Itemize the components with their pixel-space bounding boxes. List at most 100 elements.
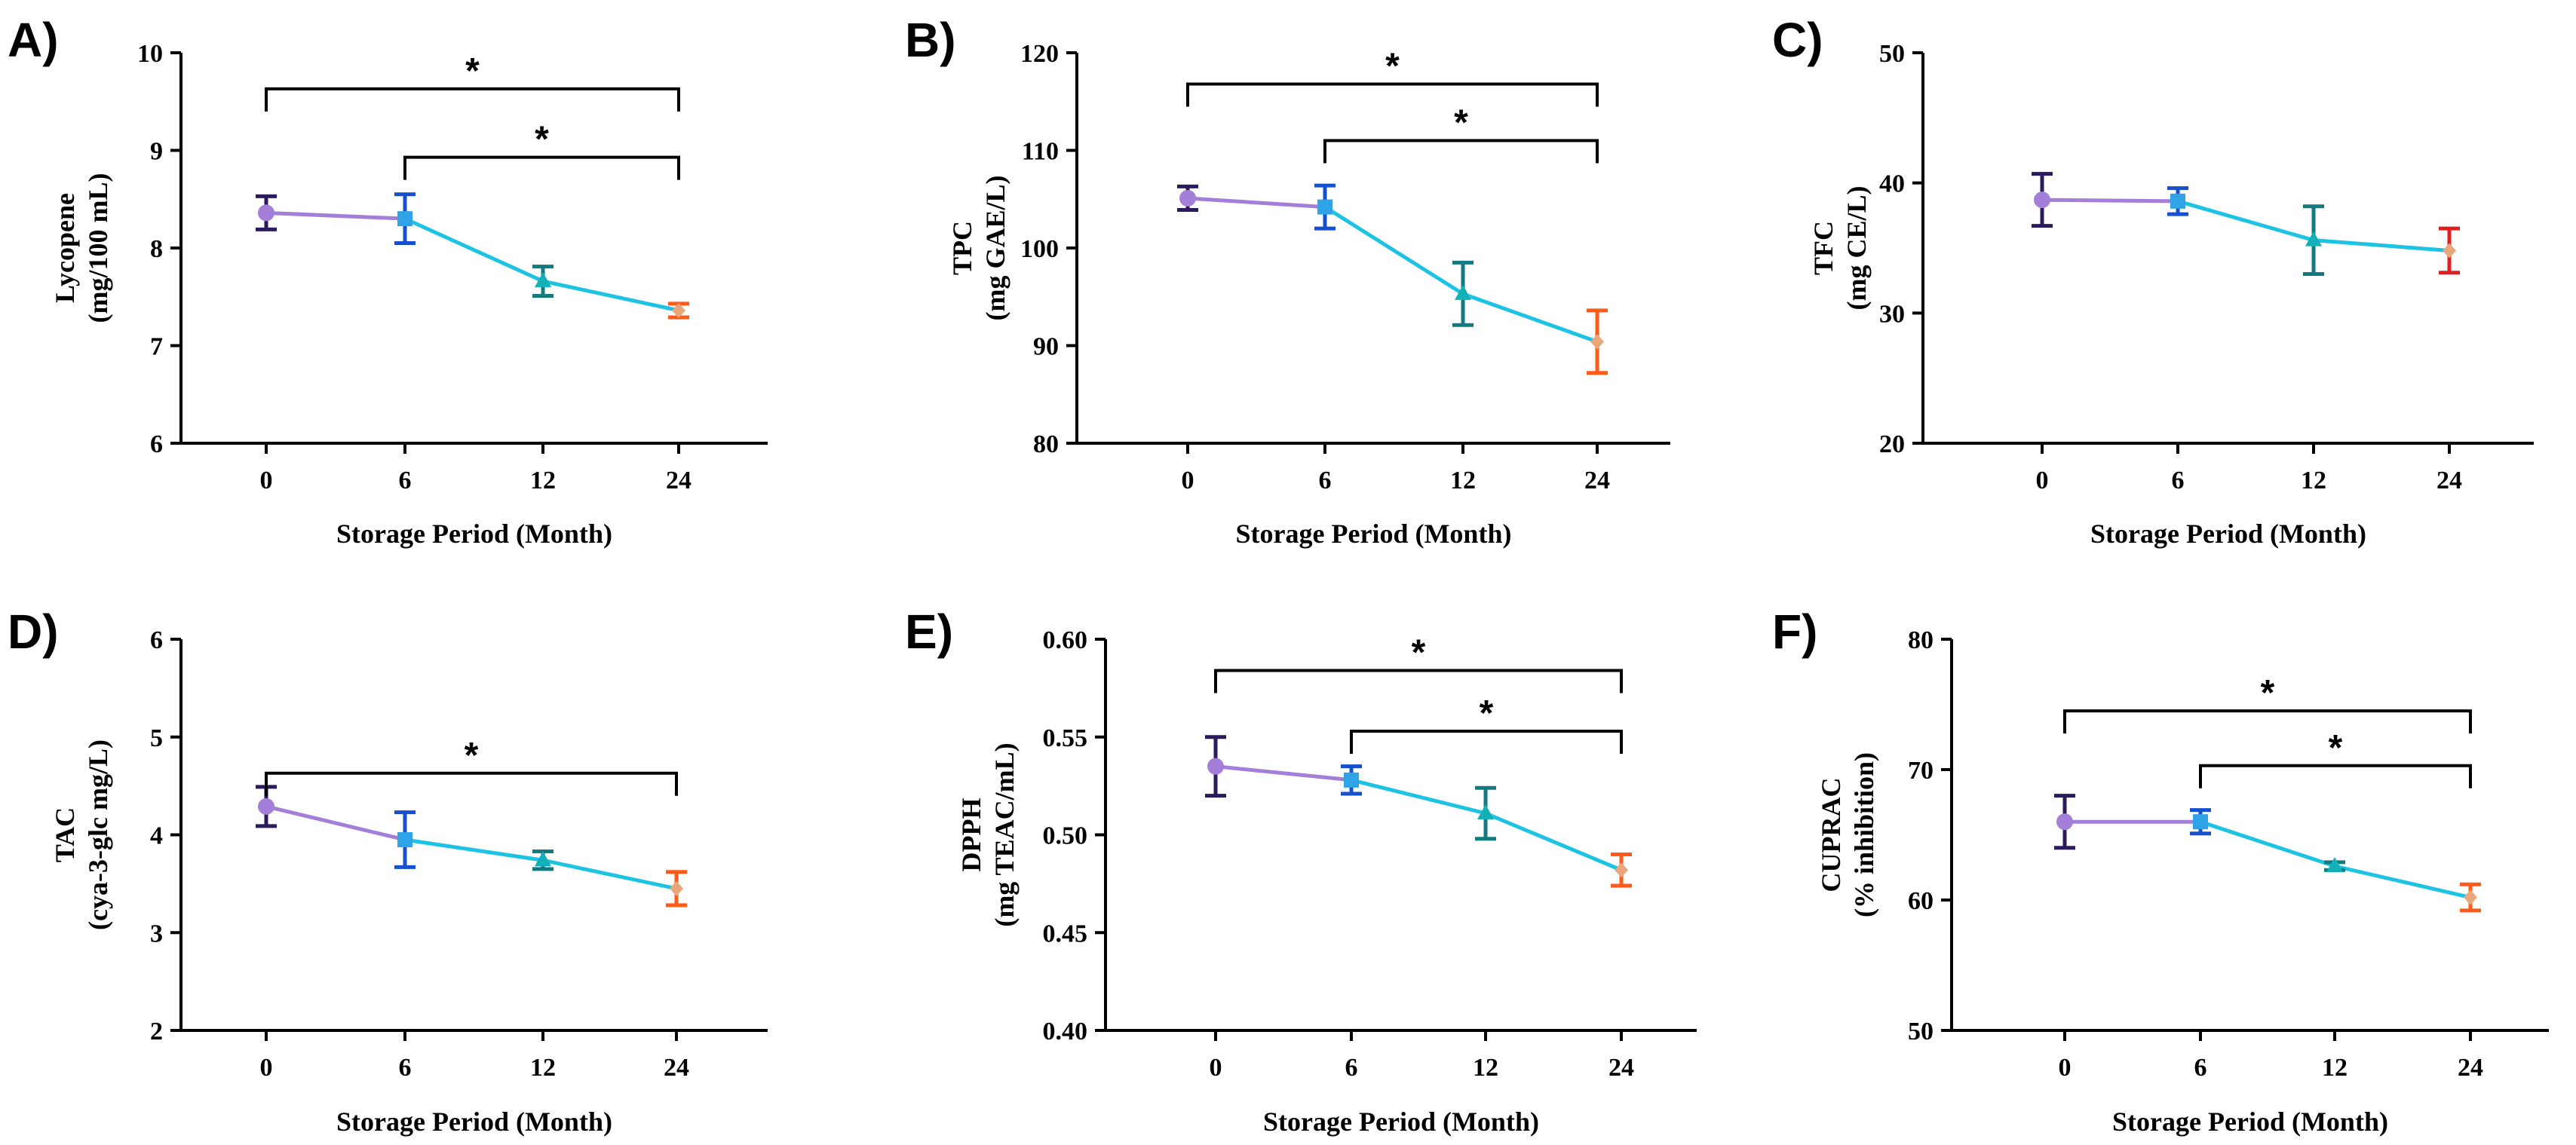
significance-bracket — [1214, 669, 1623, 693]
panel-label: D) — [8, 605, 59, 659]
data-point-marker — [258, 798, 274, 815]
y-tick-label: 7 — [150, 333, 163, 361]
data-point-marker — [2305, 231, 2322, 246]
chart-panel-f: F) 50 60 70 80 0 6 12 24 Storage Period (Month) CU… — [1772, 605, 2549, 1137]
y-axis-title-line: TPC — [947, 221, 977, 275]
x-axis-title: Storage Period (Month) — [336, 1107, 612, 1137]
data-point-marker — [1477, 804, 1494, 819]
chart-panel-b: B) 80 90 100 110 120 0 6 12 24 Storage Period (Mon… — [905, 13, 1670, 549]
significance-star: * — [2329, 728, 2343, 768]
y-tick-label: 8 — [150, 235, 163, 263]
y-tick-label: 6 — [150, 626, 163, 654]
y-axis-title-line: (cya-3-glc mg/L) — [83, 739, 113, 930]
y-tick-label: 30 — [1879, 300, 1905, 328]
panel-label: F) — [1772, 605, 1817, 659]
y-tick-label: 3 — [150, 920, 163, 948]
chart-panel-e: E) 0.40 0.45 0.50 0.55 0.60 0 6 12 24 Storage Peri… — [905, 605, 1697, 1137]
x-tick-label: 24 — [1608, 1054, 1634, 1082]
y-axis-title-line: (% inhibition) — [1849, 752, 1879, 917]
x-axis-title: Storage Period (Month) — [2090, 519, 2366, 549]
y-tick-label: 110 — [1022, 138, 1059, 166]
y-tick-label: 90 — [1033, 333, 1059, 361]
data-point-marker — [1207, 758, 1224, 775]
x-tick-label: 0 — [1210, 1054, 1222, 1082]
x-tick-label: 12 — [2322, 1054, 2348, 1082]
x-tick-label: 0 — [2059, 1054, 2072, 1082]
significance-star: * — [465, 736, 479, 776]
x-tick-label: 6 — [2194, 1054, 2207, 1082]
data-point-marker — [2443, 243, 2456, 259]
significance-bracket — [2063, 709, 2472, 734]
x-tick-label: 6 — [1319, 467, 1332, 494]
y-axis-title-line: (mg GAE/L) — [980, 176, 1010, 321]
panel-label: E) — [905, 605, 953, 659]
y-tick-label: 6 — [150, 430, 163, 458]
y-axis-title-line: Lycopene — [50, 193, 80, 303]
data-point-marker — [672, 302, 685, 318]
significance-bracket — [1350, 729, 1623, 754]
y-tick-label: 80 — [1033, 430, 1059, 458]
series-line-segment — [1187, 196, 1326, 210]
data-point-marker — [258, 204, 274, 222]
series-line-segment — [265, 804, 406, 842]
y-axis-title-line: (mg/100 mL) — [83, 173, 113, 323]
y-tick-label: 120 — [1020, 40, 1059, 68]
y-tick-label: 4 — [150, 822, 163, 850]
data-point-marker — [397, 211, 412, 227]
series-line-segment — [1215, 764, 1352, 782]
significance-star: * — [1480, 693, 1494, 733]
x-tick-label: 12 — [2301, 467, 2326, 494]
significance-bracket — [265, 771, 678, 796]
significance-bracket — [403, 155, 680, 180]
y-tick-label: 0.50 — [1043, 822, 1088, 850]
significance-bracket — [1186, 82, 1599, 107]
y-tick-label: 50 — [1908, 1018, 1934, 1046]
x-tick-label: 24 — [664, 1054, 689, 1082]
data-point-marker — [535, 272, 551, 288]
panel-label: B) — [905, 13, 956, 67]
x-tick-label: 12 — [1473, 1054, 1498, 1082]
data-point-marker — [2326, 857, 2343, 873]
y-axis-title-line: (mg CE/L) — [1842, 186, 1872, 311]
x-tick-label: 0 — [1182, 467, 1194, 494]
x-tick-label: 6 — [399, 1054, 412, 1082]
significance-bracket — [1323, 139, 1599, 164]
x-tick-label: 24 — [2458, 1054, 2483, 1082]
significance-star: * — [535, 120, 549, 160]
x-axis-title: Storage Period (Month) — [336, 519, 612, 549]
data-point-marker — [397, 831, 412, 847]
x-tick-label: 0 — [260, 1054, 273, 1082]
y-axis-title-line: TAC — [50, 807, 80, 862]
y-tick-label: 0.55 — [1043, 724, 1088, 752]
x-axis-title: Storage Period (Month) — [2112, 1107, 2388, 1137]
panel-label: A) — [8, 13, 59, 67]
x-tick-label: 6 — [2172, 467, 2185, 494]
y-axis-title-line: CUPRAC — [1816, 778, 1846, 892]
significance-star: * — [1454, 103, 1468, 143]
x-tick-label: 0 — [2036, 467, 2049, 494]
significance-star: * — [2261, 673, 2275, 713]
y-tick-label: 9 — [150, 138, 163, 166]
x-axis-title: Storage Period (Month) — [1263, 1107, 1539, 1137]
x-tick-label: 12 — [530, 467, 556, 494]
y-tick-label: 0.40 — [1043, 1018, 1088, 1046]
y-tick-label: 5 — [150, 724, 163, 752]
panel-label: C) — [1772, 13, 1823, 67]
x-tick-label: 6 — [399, 467, 412, 494]
data-point-marker — [2464, 889, 2477, 905]
chart-panel-d: D) 2 3 4 5 6 0 6 12 24 Storage Period (Month) TAC (c… — [8, 605, 768, 1137]
data-point-marker — [1590, 334, 1604, 350]
y-tick-label: 0.45 — [1043, 920, 1088, 948]
chart-panel-c: C) 20 30 40 50 0 6 12 24 Storage Period (Month) TF… — [1772, 13, 2534, 549]
data-point-marker — [1344, 772, 1359, 788]
data-point-marker — [535, 851, 551, 867]
data-point-marker — [1179, 189, 1196, 207]
x-tick-label: 12 — [530, 1054, 556, 1082]
y-tick-label: 40 — [1879, 170, 1905, 198]
significance-star: * — [465, 51, 480, 91]
data-point-marker — [2034, 191, 2050, 209]
data-point-marker — [670, 880, 683, 896]
x-tick-label: 0 — [260, 467, 273, 494]
y-axis-title-line: DPPH — [956, 798, 986, 872]
